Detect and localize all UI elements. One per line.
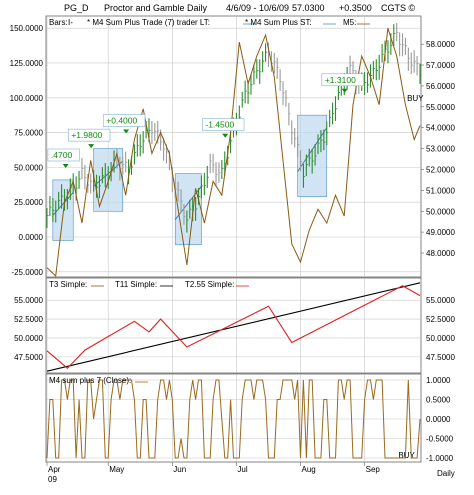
copyright-label: CGTS ©	[381, 3, 416, 13]
legend-t3: T3 Simple:	[49, 280, 87, 289]
m4-sum-plus-trade-series	[46, 27, 421, 278]
trade-annotation-box	[47, 148, 80, 162]
trade-trend-line	[174, 185, 202, 220]
m4-legend: M4 sum plus 7 (Close):	[49, 376, 148, 385]
chart-header: PG_D Proctor and Gamble Daily 4/6/09 - 1…	[64, 3, 416, 13]
trade-annotation-label: -1.4500	[205, 120, 234, 130]
trade-annotation-label: .4700	[51, 150, 73, 160]
legend-t255: T2.55 Simple:	[185, 280, 234, 289]
instrument-name: Proctor and Gamble Daily	[104, 3, 208, 13]
price-right-tick-label: 48.0000	[426, 249, 455, 258]
trade-highlight-box	[174, 173, 202, 245]
m4-right-tick-label: 1.0000	[426, 376, 451, 385]
symbol-label: PG_D	[64, 3, 89, 13]
last-price: 57.0300	[292, 3, 325, 13]
price-grid	[46, 17, 420, 276]
trend-right-axis: 55.0000 52.5000 50.0000 47.5000	[426, 296, 455, 362]
trade-annotation-arrow	[62, 163, 69, 168]
m4-right-tick-label: -0.5000	[426, 435, 454, 444]
m4-right-tick-label: 0.5000	[426, 396, 451, 405]
price-left-tick-label: 100.0000	[10, 94, 44, 103]
price-left-tick-label: 150.0000	[10, 24, 44, 33]
trade-annotation-arrow	[123, 129, 130, 134]
trade-annotation-label: +1.3100	[325, 75, 356, 85]
date-range: 4/6/09 - 10/6/09	[226, 3, 289, 13]
price-panel-frame	[45, 15, 422, 278]
price-right-tick-label: 50.0000	[426, 207, 455, 216]
price-right-tick-label: 54.0000	[426, 124, 455, 133]
price-right-tick-label: 57.0000	[426, 61, 455, 70]
price-right-tick-label: 55.0000	[426, 103, 455, 112]
legend-m4-st: * M4 Sum Plus ST:	[245, 18, 312, 27]
time-tick-label: Jun	[173, 465, 186, 474]
legend-bars: Bars:	[49, 18, 68, 27]
trade-annotation-arrow	[88, 144, 95, 149]
price-change: +0.3500	[339, 3, 372, 13]
trade-annotation-arrow	[341, 88, 348, 93]
price-right-tick-label: 51.0000	[426, 186, 455, 195]
trade-annotation-box	[202, 118, 245, 132]
period-label: Daily	[437, 469, 455, 478]
trade-annotations: .4700 +1.9800 +0.4000 -1.4500 +1.3100 BUY BUY	[47, 73, 424, 460]
price-right-tick-label: 56.0000	[426, 82, 455, 91]
time-tick-label: Aug	[302, 465, 316, 474]
price-bars	[46, 23, 422, 233]
legend-bars-swatch: I-	[68, 18, 73, 27]
trend-left-tick-label: 52.5000	[14, 315, 43, 324]
price-left-tick-label: 125.0000	[10, 59, 44, 68]
m4-panel-frame	[45, 373, 422, 463]
trend-right-tick-label: 47.5000	[426, 353, 455, 362]
trend-right-tick-label: 50.0000	[426, 334, 455, 343]
trend-left-tick-label: 47.5000	[14, 353, 43, 362]
price-right-tick-label: 58.0000	[426, 40, 455, 49]
price-left-tick-label: 75.0000	[14, 129, 43, 138]
price-right-tick-label: 49.0000	[426, 228, 455, 237]
t11-simple-line	[46, 282, 421, 372]
time-tick-label: Sep	[366, 465, 381, 474]
trend-left-tick-label: 50.0000	[14, 334, 43, 343]
trend-right-tick-label: 52.5000	[426, 315, 455, 324]
trade-annotation-box	[102, 114, 146, 127]
trade-annotation-label: +0.4000	[106, 116, 137, 126]
trend-right-tick-label: 55.0000	[426, 296, 455, 305]
time-axis: Apr May Jun Jul Aug Sep 09 Daily	[46, 462, 455, 484]
price-left-tick-label: 25.0000	[14, 198, 43, 207]
m4-trade-line	[46, 27, 421, 278]
m4-right-tick-label: -1.0000	[426, 454, 454, 463]
trade-annotation-arrow	[222, 133, 229, 138]
m4-right-axis: 1.0000 0.5000 0.0000 -0.5000 -1.0000	[426, 376, 454, 463]
legend-m4-trade: * M4 Sum Plus Trade (7) trader LT:	[87, 18, 210, 27]
trend-series	[46, 282, 421, 372]
price-right-tick-label: 52.0000	[426, 165, 455, 174]
trend-legend: T3 Simple: T11 Simple: T2.55 Simple:	[49, 280, 249, 289]
m4-right-tick-label: 0.0000	[426, 415, 451, 424]
m4-buy-signal-label: BUY	[398, 451, 415, 460]
price-right-tick-label: 53.0000	[426, 145, 455, 154]
price-left-axis: 150.0000 125.0000 100.0000 75.0000 50.0000 25…	[10, 24, 44, 277]
price-left-tick-label: -25.0000	[11, 268, 43, 277]
year-label: 09	[48, 475, 57, 484]
price-left-tick-label: 0.0000	[19, 233, 44, 242]
trend-left-tick-label: 55.0000	[14, 296, 43, 305]
buy-signal-label: BUY	[407, 94, 424, 103]
trade-annotation-box	[321, 73, 364, 87]
price-right-axis: 58.0000 57.0000 56.0000 55.0000 54.0000 53.00…	[421, 40, 455, 258]
price-legend: Bars: I- * M4 Sum Plus Trade (7) trader …	[49, 18, 370, 27]
trend-left-axis: 55.0000 52.5000 50.0000 47.5000	[14, 296, 43, 362]
legend-t11: T11 Simple:	[115, 280, 157, 289]
legend-m4-sum: M4 sum plus 7 (Close):	[49, 376, 131, 385]
m4-sum-plus-7-series	[46, 379, 421, 459]
time-tick-label: May	[109, 465, 124, 474]
t255-simple-line	[46, 285, 421, 369]
trade-annotation-label: +1.9800	[71, 130, 102, 140]
price-left-tick-label: 50.0000	[14, 163, 43, 172]
trade-annotation-box	[68, 128, 111, 142]
time-tick-label: Jul	[237, 465, 247, 474]
time-tick-label: Apr	[48, 465, 61, 474]
legend-m5: M5:	[343, 18, 356, 27]
m4-sum-plus-7-line	[46, 379, 421, 459]
trend-panel-frame	[45, 277, 422, 374]
